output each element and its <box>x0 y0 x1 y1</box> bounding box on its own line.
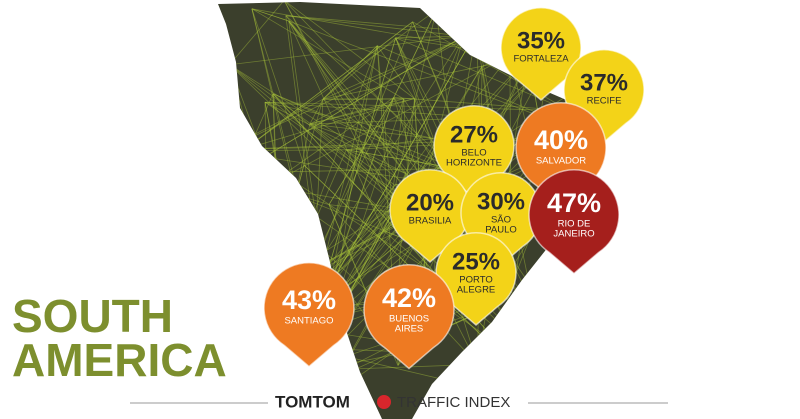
network-line <box>244 21 413 150</box>
network-line <box>393 9 437 98</box>
network-line <box>328 97 395 205</box>
network-line <box>285 15 464 37</box>
network-line <box>222 31 477 152</box>
network-line <box>251 8 289 22</box>
pin-city: SÃO <box>491 214 511 225</box>
pin-city: RECIFE <box>587 95 622 106</box>
network-line <box>309 31 477 125</box>
network-line <box>272 93 456 169</box>
pin-value: 27% <box>450 121 498 148</box>
footer-label: TRAFFIC INDEX <box>397 394 510 411</box>
brand: TOMTOM <box>275 392 350 411</box>
title-line: SOUTH <box>12 290 173 342</box>
pin-value: 35% <box>517 27 565 54</box>
network-line <box>376 45 415 99</box>
network-line <box>283 2 392 208</box>
network-line <box>251 8 289 22</box>
network-line <box>322 65 483 100</box>
network-line <box>264 101 434 139</box>
network-line <box>322 45 378 100</box>
pin-value: 30% <box>477 188 525 215</box>
network-line <box>346 138 434 151</box>
pin-value: 25% <box>452 248 500 275</box>
network-line <box>309 98 324 125</box>
pin-value: 42% <box>382 283 436 313</box>
network-line <box>238 35 464 174</box>
pin-city: SANTIAGO <box>284 315 333 326</box>
pin-city: JANEIRO <box>553 228 594 239</box>
network-line <box>390 36 464 208</box>
pin-shape <box>363 264 455 370</box>
pin-city: SALVADOR <box>536 155 586 166</box>
network-line <box>266 54 510 187</box>
pin-value: 37% <box>580 69 628 96</box>
network-line <box>283 2 451 173</box>
pin: 40%SALVADOR <box>515 102 607 208</box>
network-line <box>346 149 456 169</box>
network-line <box>393 9 437 98</box>
network-line <box>395 37 434 139</box>
network-line <box>288 20 384 231</box>
network-line <box>265 101 483 119</box>
pin-value: 43% <box>282 285 336 315</box>
network-line <box>283 2 415 99</box>
network-line <box>244 9 437 150</box>
network-line <box>309 98 404 125</box>
network-line <box>395 10 437 185</box>
pin: 35%FORTALEZA <box>500 7 582 101</box>
network-line <box>322 45 378 100</box>
network-line <box>328 97 395 205</box>
network-line <box>264 101 407 175</box>
pins: 35%FORTALEZA37%RECIFE27%BELOHORIZONTE40%… <box>263 7 645 370</box>
network-line <box>251 8 305 166</box>
pin-city: BRASILIA <box>409 215 452 226</box>
network-line <box>229 64 358 148</box>
network-line <box>283 2 412 236</box>
title-line: AMERICA <box>12 334 227 386</box>
network-line <box>328 204 393 213</box>
pin-city: AIRES <box>395 323 424 334</box>
pin-city: BELO <box>461 147 486 158</box>
network-line <box>244 21 413 150</box>
network-line <box>309 123 434 139</box>
pin-city: HORIZONTE <box>446 157 502 168</box>
pin-city: RIO DE <box>558 218 591 229</box>
network-line <box>322 37 396 100</box>
pin-value: 47% <box>547 188 601 218</box>
network-line <box>229 35 464 66</box>
pin-city: FORTALEZA <box>513 53 569 64</box>
network-line <box>322 31 477 100</box>
network-line <box>376 45 394 213</box>
pin-city: BUENOS <box>389 313 429 324</box>
network-line <box>244 98 415 150</box>
pin-city: PAULO <box>485 224 517 235</box>
pin-city: PORTO <box>459 274 492 285</box>
network-line <box>390 98 404 208</box>
network-line <box>346 149 407 175</box>
pin: 20%BRASILIA <box>389 169 471 263</box>
network-line <box>346 149 456 169</box>
network-line <box>229 2 285 65</box>
brand-logo <box>377 395 391 409</box>
network-line <box>288 20 407 174</box>
network-line <box>285 15 456 169</box>
pin-value: 40% <box>534 125 588 155</box>
pin-shape <box>528 169 620 275</box>
network-line <box>251 8 404 100</box>
pin-shape <box>263 262 355 368</box>
network-line <box>309 123 451 173</box>
pin-value: 20% <box>406 189 454 216</box>
pin: 43%SANTIAGO <box>263 262 355 368</box>
pin-city: ALEGRE <box>457 284 496 295</box>
network-line <box>238 35 464 174</box>
network-line <box>309 98 415 125</box>
network-line <box>303 99 324 166</box>
network-line <box>272 93 451 173</box>
network-line <box>265 101 570 112</box>
